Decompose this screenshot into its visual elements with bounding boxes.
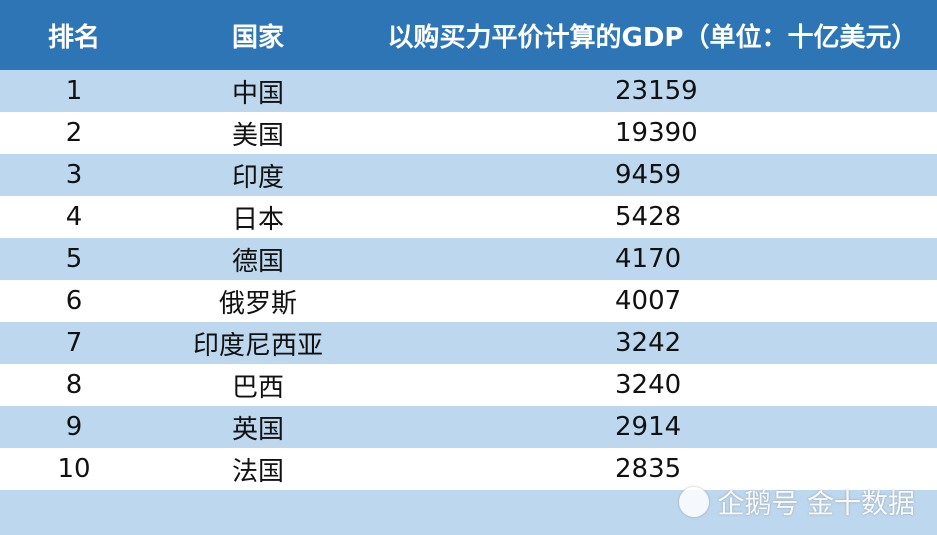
table-row: 2 美国 19390 [0, 112, 937, 154]
gdp-cell: 5428 [615, 202, 682, 232]
table-row: 9 英国 2914 [0, 406, 937, 448]
watermark-text: 企鹅号 金十数据 [717, 489, 915, 520]
rank-cell: 2 [65, 118, 83, 148]
rank-cell: 6 [65, 286, 83, 316]
rank-cell: 7 [65, 328, 83, 358]
rank-cell: 10 [57, 454, 91, 484]
table-row: 6 俄罗斯 4007 [0, 280, 937, 322]
table-header-row: 排名 国家 以购买力平价计算的GDP（单位：十亿美元） [0, 0, 937, 70]
rank-cell: 8 [65, 370, 83, 400]
table-row: 7 印度尼西亚 3242 [0, 322, 937, 364]
country-cell: 俄罗斯 [218, 288, 297, 319]
table-footer-band [0, 490, 937, 535]
country-cell: 英国 [231, 414, 284, 445]
header-gdp: 以购买力平价计算的GDP（单位：十亿美元） [387, 22, 918, 53]
gdp-cell: 4170 [615, 244, 682, 274]
penguin-logo-icon [679, 486, 710, 517]
country-cell: 印度尼西亚 [192, 330, 323, 361]
table-body: 1 中国 23159 2 美国 19390 3 印度 9459 4 日本 5428 5 德国 4170 6 俄罗… [0, 70, 937, 490]
country-cell: 美国 [231, 120, 284, 151]
gdp-cell: 4007 [615, 286, 682, 316]
rank-cell: 1 [65, 76, 83, 106]
gdp-cell: 2914 [615, 412, 682, 442]
country-cell: 印度 [231, 162, 284, 193]
gdp-cell: 9459 [615, 160, 682, 190]
rank-cell: 9 [65, 412, 83, 442]
gdp-cell: 3240 [615, 370, 682, 400]
watermark: 企鹅号 金十数据 [679, 482, 915, 521]
country-cell: 巴西 [231, 372, 284, 403]
rank-cell: 5 [65, 244, 83, 274]
country-cell: 日本 [231, 204, 284, 235]
country-cell: 中国 [231, 78, 284, 109]
gdp-cell: 3242 [615, 328, 682, 358]
table-row: 4 日本 5428 [0, 196, 937, 238]
gdp-cell: 2835 [615, 454, 682, 484]
table-row: 5 德国 4170 [0, 238, 937, 280]
table-row: 8 巴西 3240 [0, 364, 937, 406]
table-row: 3 印度 9459 [0, 154, 937, 196]
country-cell: 法国 [231, 456, 284, 487]
country-cell: 德国 [231, 246, 284, 277]
rank-cell: 4 [65, 202, 83, 232]
table-row: 1 中国 23159 [0, 70, 937, 112]
gdp-cell: 23159 [615, 76, 698, 106]
gdp-cell: 19390 [615, 118, 698, 148]
header-country: 国家 [231, 22, 284, 53]
header-rank: 排名 [47, 22, 100, 53]
rank-cell: 3 [65, 160, 83, 190]
table-row: 10 法国 2835 [0, 448, 937, 490]
